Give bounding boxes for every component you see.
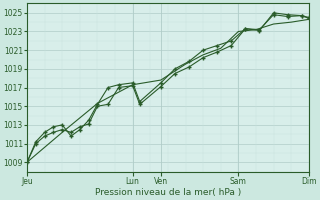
- X-axis label: Pression niveau de la mer( hPa ): Pression niveau de la mer( hPa ): [95, 188, 241, 197]
